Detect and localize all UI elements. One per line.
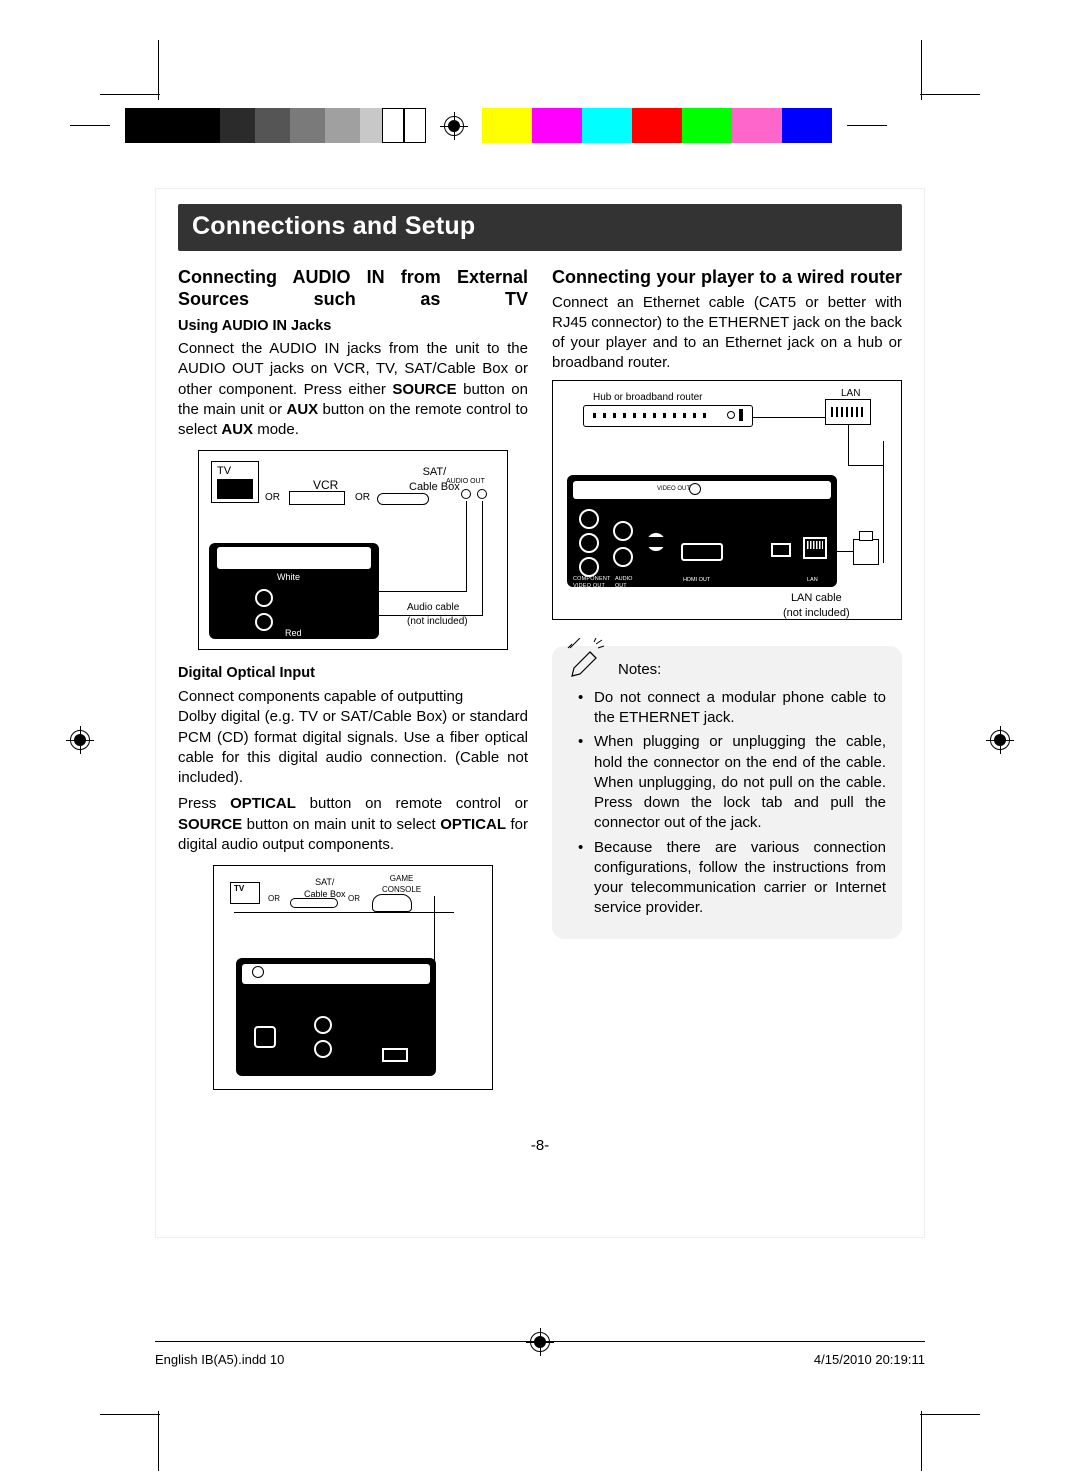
notes-header: Notes: <box>618 660 886 680</box>
fig3-label-lancable: LAN cable (not included) <box>783 591 850 621</box>
notes-icon <box>566 638 606 678</box>
subheading-optical: Digital Optical Input <box>178 664 528 684</box>
footer-slug: English IB(A5).indd 10 4/15/2010 20:19:1… <box>155 1341 925 1367</box>
fig1-label-red: Red <box>285 627 302 639</box>
fig3-label-hub: Hub or broadband router <box>593 391 703 405</box>
para-opt-3: Press OPTICAL button on remote control o… <box>178 794 528 855</box>
para-opt-2: Dolby digital (e.g. TV or SAT/Cable Box)… <box>178 707 528 788</box>
note-item: Do not connect a modular phone cable to … <box>570 688 886 729</box>
subheading-jacks: Using AUDIO IN Jacks <box>178 317 528 337</box>
registration-mark-icon <box>986 726 1014 754</box>
para-opt-1: Connect components capable of outputting <box>178 687 528 707</box>
fig2-label-or1: OR <box>268 894 280 905</box>
right-column: Connecting your player to a wired router… <box>552 265 902 1104</box>
fig1-label-audioout: AUDIO OUT <box>446 477 485 486</box>
fig1-label-cable: Audio cable (not included) <box>407 601 468 628</box>
fig2-label-game: GAME CONSOLE <box>382 874 421 896</box>
para-router: Connect an Ethernet cable (CAT5 or bette… <box>552 293 902 374</box>
notes-box: Notes: Do not connect a modular phone ca… <box>552 646 902 939</box>
slug-filename: English IB(A5).indd 10 <box>155 1352 284 1367</box>
registration-mark-icon <box>526 1328 554 1356</box>
left-column: Connecting AUDIO IN from External Source… <box>178 265 528 1104</box>
crop-mark <box>158 1411 159 1471</box>
note-item: When plugging or unplugging the cable, h… <box>570 732 886 833</box>
registration-mark-icon <box>440 112 468 140</box>
page-content: Connections and Setup Connecting AUDIO I… <box>178 204 902 1156</box>
registration-mark-icon <box>66 726 94 754</box>
page-number: -8- <box>178 1136 902 1156</box>
fig1-label-white: White <box>277 571 300 583</box>
figure-router-diagram: Hub or broadband router LAN VIDEO OUT <box>552 380 902 620</box>
fig2-label-sat: SAT/ Cable Box <box>304 876 346 900</box>
para-jacks: Connect the AUDIO IN jacks from the unit… <box>178 339 528 440</box>
fig2-label-or2: OR <box>348 894 360 905</box>
note-item: Because there are various connection con… <box>570 838 886 919</box>
fig2-label-tv: TV <box>234 884 244 895</box>
crop-mark <box>100 1414 160 1415</box>
crop-mark <box>921 40 922 100</box>
figure-optical-diagram: TV OR SAT/ Cable Box OR GAME CONSOLE <box>213 865 493 1090</box>
crop-mark <box>921 1411 922 1471</box>
figure-audio-in-diagram: TV OR VCR OR SAT/ Cable Box AUDIO OUT Wh… <box>198 450 508 650</box>
crop-mark <box>158 40 159 100</box>
heading-audio-in: Connecting AUDIO IN from External Source… <box>178 267 528 311</box>
crop-mark <box>920 1414 980 1415</box>
section-titlebar: Connections and Setup <box>178 204 902 251</box>
fig1-label-or1: OR <box>265 491 280 505</box>
fig1-label-tv: TV <box>217 464 231 479</box>
slug-timestamp: 4/15/2010 20:19:11 <box>814 1352 925 1367</box>
heading-router: Connecting your player to a wired router <box>552 267 902 289</box>
crop-mark <box>920 94 980 95</box>
crop-mark <box>100 94 160 95</box>
calibration-strip <box>70 108 1010 143</box>
fig1-label-or2: OR <box>355 491 370 505</box>
